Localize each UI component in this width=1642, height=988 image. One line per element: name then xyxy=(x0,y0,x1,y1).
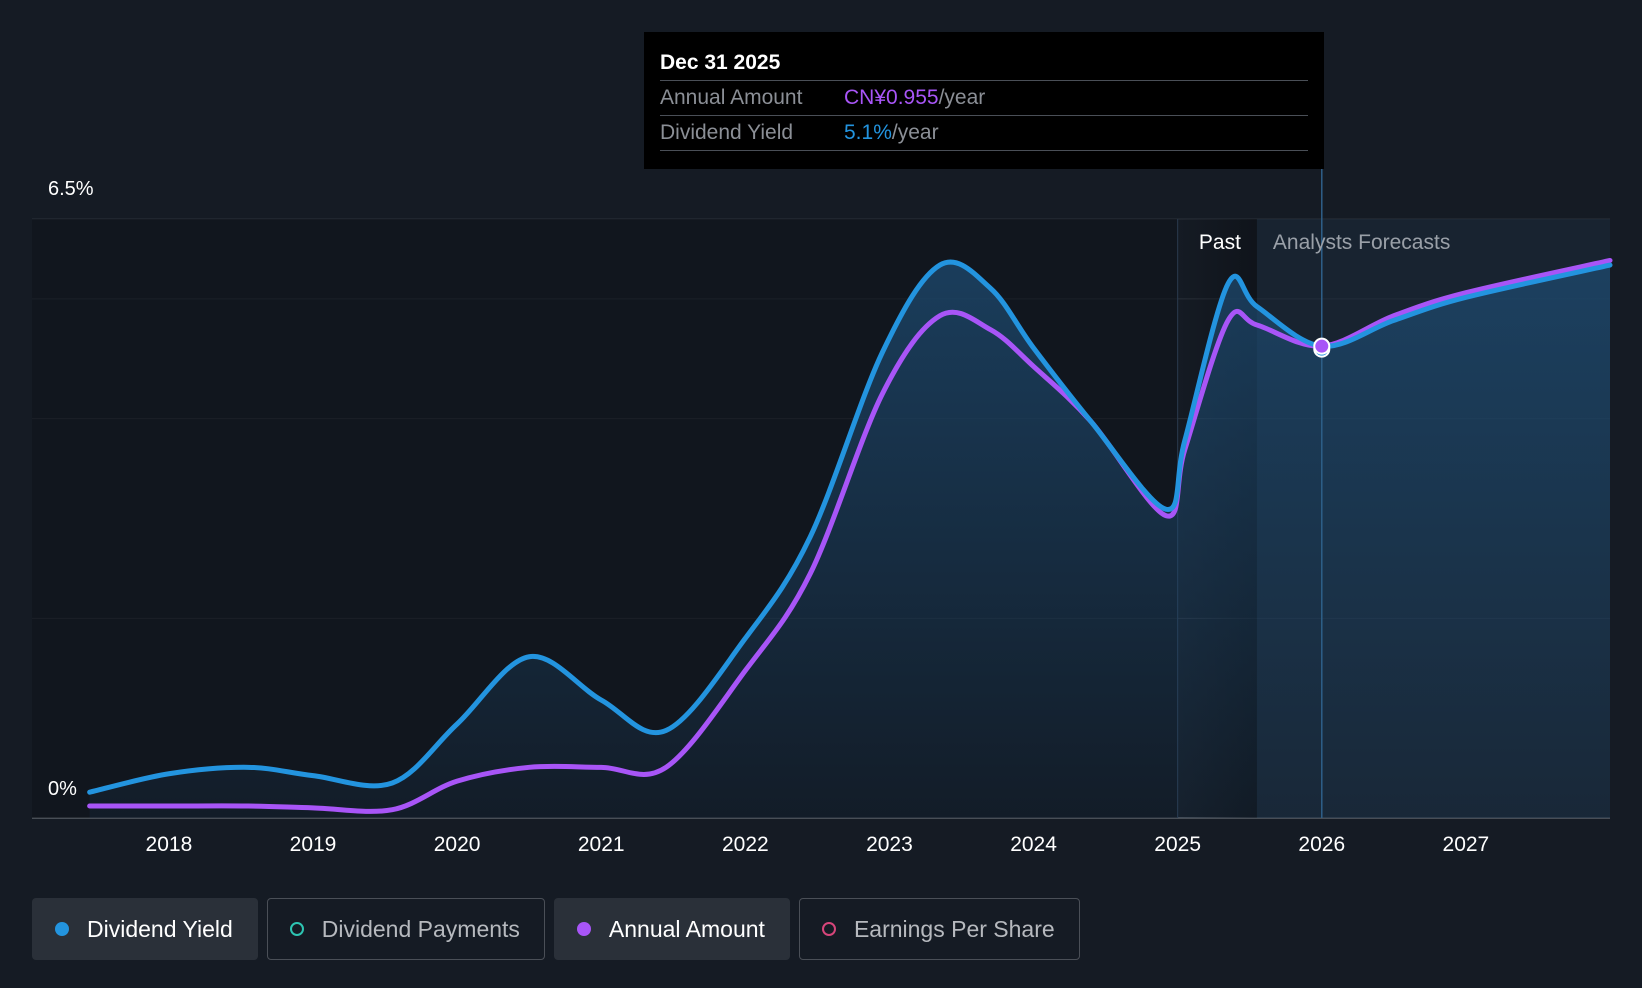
x-tick-label: 2027 xyxy=(1443,833,1490,856)
x-tick-label: 2018 xyxy=(146,833,193,856)
x-tick-label: 2022 xyxy=(722,833,769,856)
annual-amount-line xyxy=(87,257,1613,814)
forecast-label: Analysts Forecasts xyxy=(1273,231,1450,254)
legend-dividend-payments[interactable]: Dividend Payments xyxy=(266,898,545,960)
legend-dot-icon xyxy=(576,922,591,936)
chart-tooltip: Dec 31 2025 Annual Amount CN¥0.955/year … xyxy=(644,32,1324,169)
legend-ring-icon xyxy=(821,922,836,936)
legend-label: Earnings Per Share xyxy=(853,915,1055,942)
legend-dividend-yield[interactable]: Dividend Yield xyxy=(32,898,258,960)
x-tick-label: 2024 xyxy=(1010,833,1057,856)
x-tick-label: 2021 xyxy=(578,833,625,856)
chart-legend: Dividend Yield Dividend Payments Annual … xyxy=(32,898,1080,960)
legend-ring-icon xyxy=(289,922,304,936)
tooltip-unit: /year xyxy=(891,121,939,144)
dividend-yield-line xyxy=(87,259,1613,795)
legend-earnings-per-share[interactable]: Earnings Per Share xyxy=(798,898,1080,960)
legend-label: Dividend Payments xyxy=(321,915,520,942)
tooltip-label: Annual Amount xyxy=(660,86,803,109)
x-tick-label: 2019 xyxy=(290,833,337,856)
tooltip-date: Dec 31 2025 xyxy=(660,51,781,74)
tooltip-label: Dividend Yield xyxy=(660,121,794,144)
x-tick-label: 2025 xyxy=(1154,833,1201,856)
dividend-yield-area xyxy=(89,262,1611,818)
x-tick-label: 2023 xyxy=(866,833,913,856)
y-tick-label: 6.5% xyxy=(48,178,94,200)
past-label: Past xyxy=(1199,231,1241,254)
y-tick-label: 0% xyxy=(48,778,77,800)
tooltip-row-annual-amount: Annual Amount CN¥0.955/year xyxy=(660,80,1308,115)
tooltip-value: 5.1% xyxy=(844,121,892,144)
legend-dot-icon xyxy=(55,922,69,936)
legend-label: Dividend Yield xyxy=(87,915,233,942)
tooltip-unit: /year xyxy=(938,86,986,109)
tooltip-value: CN¥0.955 xyxy=(844,86,939,109)
x-tick-label: 2026 xyxy=(1298,833,1345,856)
annual-amount-marker xyxy=(1313,337,1331,355)
legend-label: Annual Amount xyxy=(608,915,765,942)
x-tick-label: 2020 xyxy=(434,833,481,856)
legend-annual-amount[interactable]: Annual Amount xyxy=(553,898,790,960)
tooltip-row-dividend-yield: Dividend Yield 5.1%/year xyxy=(660,115,1308,151)
